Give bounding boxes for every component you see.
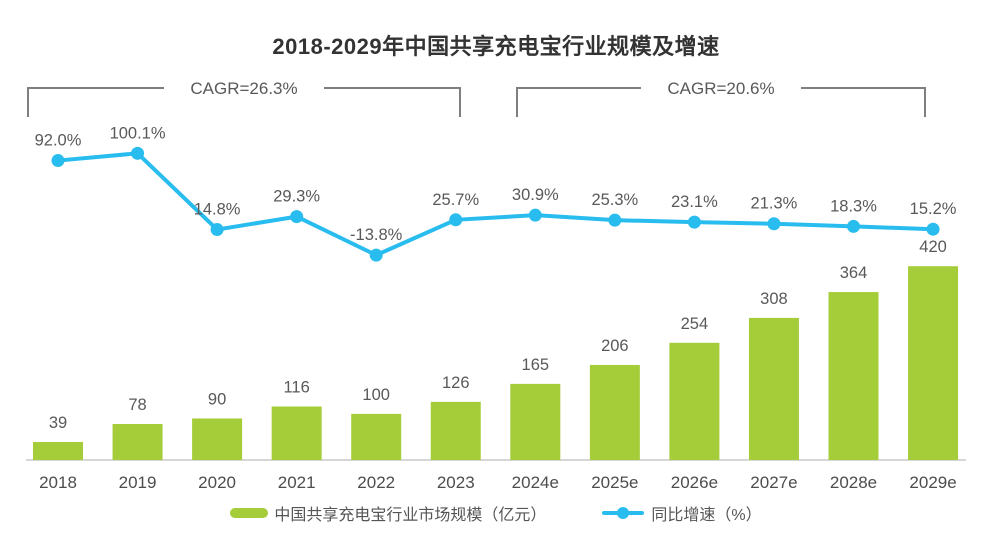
bar-value-label-2025e: 206 [601, 337, 629, 355]
bar-2026e [669, 342, 720, 460]
line-point-2024e [528, 208, 542, 222]
bar-value-label-2026e: 254 [681, 315, 709, 333]
line-point-2026e [687, 215, 701, 229]
bar-value-label-2027e: 308 [760, 290, 788, 308]
line-point-2019 [131, 146, 145, 160]
legend-label-market-size: 中国共享充电宝行业市场规模（亿元） [274, 507, 547, 524]
line-value-label-2019: 100.1% [110, 124, 166, 142]
legend-label-growth-rate: 同比增速（%） [651, 507, 762, 524]
line-value-label-2026e: 23.1% [671, 193, 718, 211]
legend-item-growth-rate: 同比增速（%） [602, 501, 762, 525]
bar-2028e [828, 292, 879, 460]
line-point-2028e [847, 219, 860, 233]
x-tick-label-2019: 2019 [119, 473, 157, 492]
bar-2018 [33, 442, 83, 460]
bar-2021 [271, 406, 322, 460]
bar-value-label-2024e: 165 [522, 356, 550, 374]
growth-line [56, 151, 936, 258]
x-tick-label-2023: 2023 [437, 473, 475, 492]
line-point-2021 [290, 210, 304, 224]
cagr-bracket-1 [27, 87, 461, 117]
x-tick-label-2026e: 2026e [671, 473, 718, 492]
bar-value-label-2021: 116 [283, 378, 309, 396]
bar-2023 [430, 401, 481, 460]
bar-value-label-2020: 90 [208, 390, 226, 408]
chart-title: 2018-2029年中国共享充电宝行业规模及增速 [272, 34, 720, 59]
bar-value-label-2023: 126 [442, 374, 470, 392]
x-tick-label-2022: 2022 [357, 473, 395, 492]
line-point-2022 [369, 248, 383, 262]
bar-2027e [748, 317, 799, 460]
cagr-label-2: CAGR=20.6% [667, 79, 774, 98]
line-value-label-2020: 14.8% [194, 201, 241, 219]
line-value-label-2024e: 30.9% [512, 186, 559, 204]
bar-value-label-2029e: 420 [919, 238, 947, 256]
line-point-2025e [608, 213, 622, 227]
line-series-swatch-icon [602, 507, 645, 519]
x-tick-label-2024e: 2024e [512, 473, 559, 492]
legend-item-market-size: 中国共享充电宝行业市场规模（亿元） [230, 501, 546, 525]
line-value-label-2027e: 21.3% [751, 195, 798, 213]
line-value-label-2023: 25.7% [432, 191, 479, 209]
x-tick-label-2028e: 2028e [830, 473, 877, 492]
line-point-2023 [449, 213, 463, 227]
bar-2025e [589, 364, 640, 460]
bar-value-label-2019: 78 [128, 396, 146, 414]
line-point-2020 [210, 223, 224, 237]
chart-legend: 中国共享充电宝行业市场规模（亿元） 同比增速（%） [0, 501, 992, 525]
line-series-dot-icon [617, 507, 630, 519]
line-value-label-2028e: 18.3% [830, 197, 877, 215]
cagr-bracket-2 [516, 87, 926, 117]
line-value-label-2029e: 15.2% [910, 200, 957, 218]
line-value-label-2018: 92.0% [35, 132, 82, 150]
bar-series-swatch-icon [230, 508, 269, 518]
bar-2020 [192, 418, 243, 460]
x-tick-label-2029e: 2029e [909, 473, 956, 492]
x-tick-label-2020: 2020 [198, 473, 236, 492]
line-point-2029e [926, 222, 940, 236]
bar-2022 [351, 413, 402, 460]
bar-value-label-2022: 100 [362, 386, 390, 404]
x-tick-label-2018: 2018 [39, 473, 77, 492]
line-value-label-2021: 29.3% [273, 188, 320, 206]
x-tick-label-2021: 2021 [278, 473, 316, 492]
cagr-label-1: CAGR=26.3% [190, 79, 297, 98]
bar-2019 [112, 424, 163, 460]
line-value-label-2025e: 25.3% [591, 191, 638, 209]
x-tick-label-2025e: 2025e [591, 473, 638, 492]
bar-2024e [510, 383, 561, 460]
x-tick-label-2027e: 2027e [750, 473, 797, 492]
line-point-2027e [767, 217, 781, 231]
bar-value-label-2018: 39 [49, 414, 67, 432]
line-point-2018 [51, 154, 65, 168]
bar-value-label-2028e: 364 [840, 264, 868, 282]
bar-2029e [908, 266, 959, 460]
line-value-label-2022: -13.8% [350, 226, 403, 244]
